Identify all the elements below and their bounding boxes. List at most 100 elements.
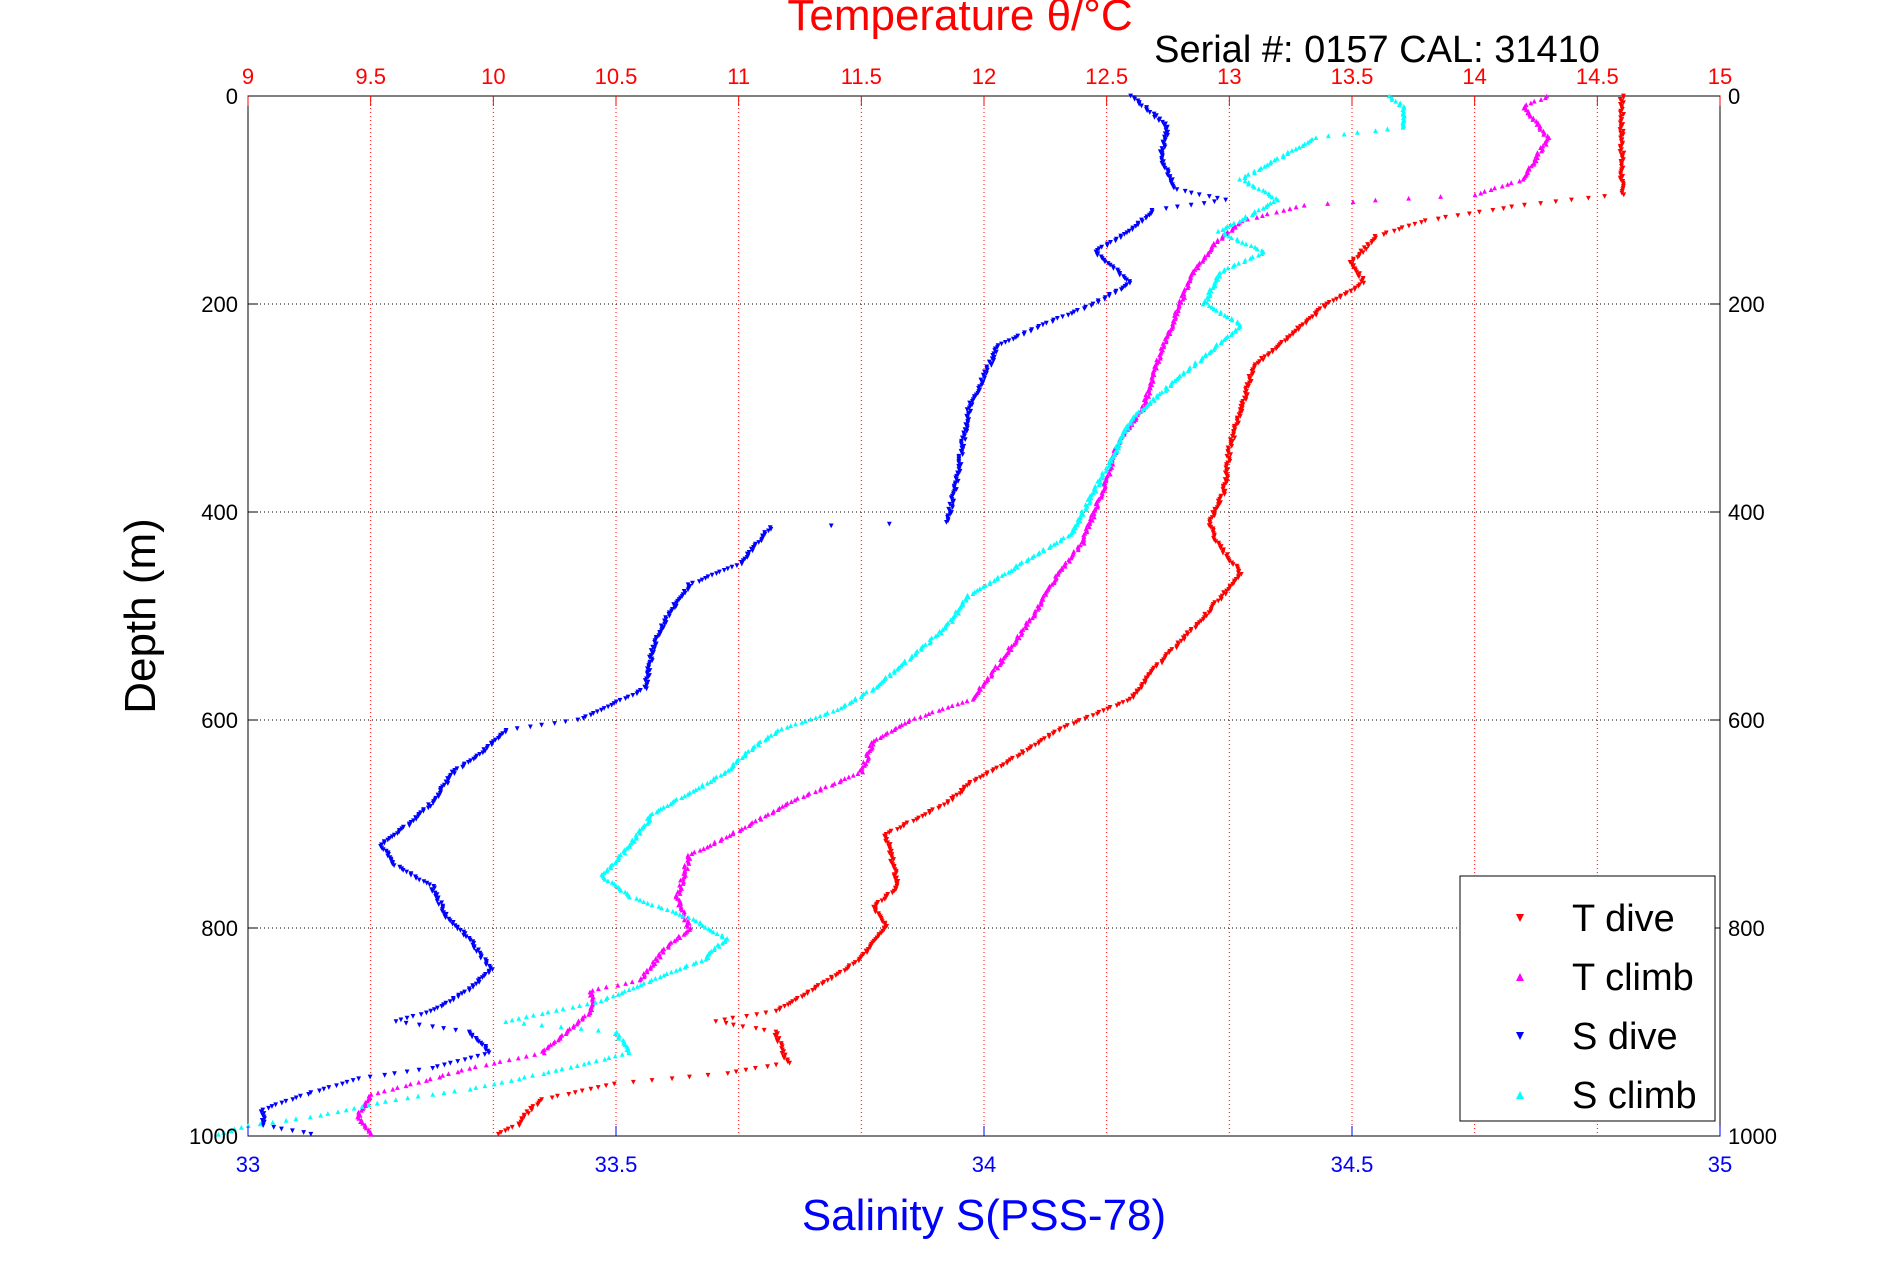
data-point xyxy=(923,642,928,647)
data-point xyxy=(870,741,876,747)
data-point xyxy=(1617,120,1623,126)
data-point xyxy=(482,748,488,754)
data-point xyxy=(398,1017,404,1023)
data-point xyxy=(1065,312,1071,318)
data-point xyxy=(1350,199,1356,205)
data-point xyxy=(1275,197,1281,203)
data-point xyxy=(1310,314,1315,320)
data-point xyxy=(785,1002,791,1008)
data-point xyxy=(793,721,798,727)
data-point xyxy=(680,881,686,886)
data-point xyxy=(714,571,719,576)
y-left-tick-label: 1000 xyxy=(189,1124,238,1149)
data-point xyxy=(677,891,683,896)
data-point xyxy=(1214,239,1220,244)
data-point xyxy=(496,1131,501,1137)
data-point xyxy=(1280,154,1286,160)
data-point xyxy=(623,981,629,986)
data-point xyxy=(447,918,453,924)
data-point xyxy=(1272,157,1277,163)
data-point xyxy=(780,804,785,809)
data-point xyxy=(691,916,696,922)
data-point xyxy=(630,692,636,698)
y-right-tick-label: 200 xyxy=(1728,292,1765,317)
data-point xyxy=(447,1060,453,1066)
data-point xyxy=(644,686,649,692)
data-point xyxy=(1166,650,1172,656)
data-point xyxy=(773,1062,779,1068)
data-point xyxy=(1438,194,1443,199)
data-point xyxy=(334,1083,339,1089)
data-point xyxy=(1242,178,1248,184)
data-point xyxy=(808,716,813,722)
data-point xyxy=(841,704,847,709)
data-point xyxy=(441,910,447,916)
data-point xyxy=(656,633,662,639)
data-point xyxy=(1126,228,1132,234)
data-point xyxy=(658,954,663,960)
data-point xyxy=(1210,285,1216,290)
data-point xyxy=(649,902,655,908)
y-left-tick-label: 200 xyxy=(201,292,238,317)
data-point xyxy=(1204,299,1210,305)
data-point xyxy=(1071,528,1077,534)
data-point xyxy=(1369,240,1375,246)
data-point xyxy=(722,939,728,944)
data-point xyxy=(999,341,1004,347)
data-point xyxy=(404,1069,410,1075)
data-point xyxy=(842,776,848,781)
data-point xyxy=(858,694,864,700)
data-point xyxy=(1201,616,1206,622)
data-point xyxy=(1036,741,1042,746)
data-point xyxy=(1366,243,1371,249)
data-point xyxy=(830,708,836,714)
data-point xyxy=(572,1090,578,1096)
data-point xyxy=(1147,212,1152,218)
data-point xyxy=(1001,762,1006,768)
data-point xyxy=(1125,425,1131,431)
data-point xyxy=(657,974,663,980)
data-point xyxy=(1088,303,1094,308)
data-point xyxy=(1069,311,1075,316)
data-point xyxy=(594,709,600,715)
data-point xyxy=(904,820,910,826)
data-point xyxy=(344,1079,350,1085)
data-point xyxy=(1088,495,1094,501)
data-point xyxy=(1396,227,1402,232)
data-point xyxy=(1400,124,1406,130)
data-point xyxy=(1023,625,1029,631)
data-point xyxy=(696,579,702,584)
data-point xyxy=(462,1057,468,1063)
data-point xyxy=(633,835,639,841)
data-point xyxy=(1077,542,1083,548)
data-point xyxy=(1235,575,1241,581)
data-point xyxy=(266,1105,271,1111)
data-point xyxy=(929,709,935,715)
data-point xyxy=(933,633,938,639)
data-point xyxy=(1283,338,1288,344)
data-point xyxy=(624,845,630,851)
data-point xyxy=(615,982,621,988)
data-point xyxy=(855,771,861,777)
data-point xyxy=(1245,172,1251,177)
data-point xyxy=(765,812,771,817)
data-point xyxy=(610,993,616,999)
data-point xyxy=(1211,306,1217,312)
data-point xyxy=(739,561,745,567)
data-point xyxy=(1021,332,1027,337)
data-point xyxy=(466,760,471,765)
data-point xyxy=(1517,178,1522,184)
data-point xyxy=(1419,220,1424,225)
data-point xyxy=(375,1090,381,1096)
data-point xyxy=(1621,112,1627,117)
legend: T dive T climb S dive S climb xyxy=(1459,875,1716,1122)
data-point xyxy=(1133,412,1139,418)
data-point xyxy=(940,706,945,712)
data-point xyxy=(664,971,670,976)
data-point xyxy=(926,711,932,716)
data-point xyxy=(1342,292,1348,297)
data-point xyxy=(1027,746,1033,751)
data-point xyxy=(679,907,685,913)
data-point xyxy=(1094,252,1100,258)
data-point xyxy=(703,576,708,581)
